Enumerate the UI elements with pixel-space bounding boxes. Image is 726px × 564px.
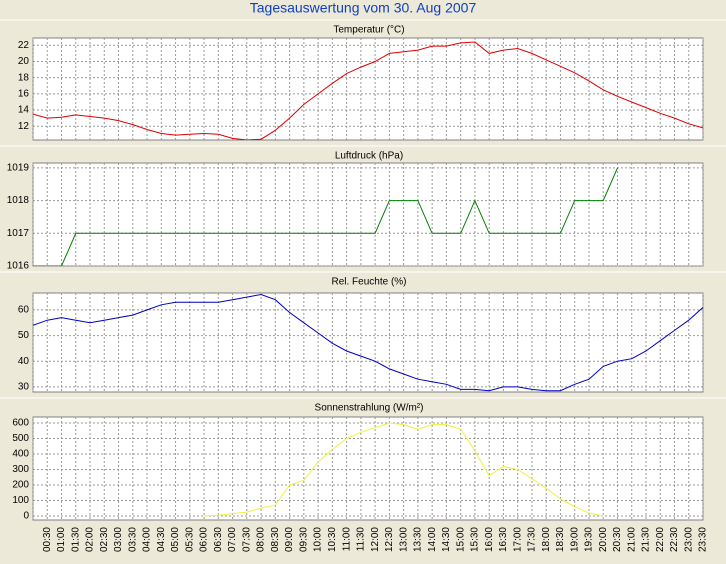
x-tick-label: 22:30 (669, 527, 680, 552)
x-tick-label: 11:30 (356, 527, 367, 552)
y-tick-label: 16 (18, 88, 30, 99)
y-tick-label: 12 (18, 121, 30, 132)
plot-area (32, 292, 704, 393)
x-tick-label: 23:30 (698, 527, 709, 552)
chart-title: Luftdruck (hPa) (335, 151, 403, 162)
y-tick-label: 100 (12, 495, 29, 506)
x-tick-label: 05:30 (184, 527, 195, 552)
x-tick-label: 17:30 (527, 527, 538, 552)
y-tick-label: 600 (12, 418, 29, 429)
x-tick-label: 02:30 (99, 527, 110, 552)
y-tick-label: 30 (18, 382, 30, 393)
x-tick-label: 14:30 (441, 527, 452, 552)
x-tick-label: 04:30 (156, 527, 167, 552)
x-tick-label: 09:30 (298, 527, 309, 552)
x-tick-label: 01:30 (70, 527, 81, 552)
y-tick-label: 500 (12, 433, 29, 444)
x-tick-label: 08:00 (256, 527, 267, 552)
x-tick-label: 16:00 (484, 527, 495, 552)
y-tick-label: 14 (18, 105, 30, 116)
y-tick-label: 0 (23, 511, 29, 522)
page-title: Tagesauswertung vom 30. Aug 2007 (250, 0, 477, 16)
y-tick-label: 1016 (7, 261, 30, 272)
y-tick-label: 60 (18, 305, 30, 316)
x-tick-label: 20:00 (598, 527, 609, 552)
x-tick-label: 17:00 (512, 527, 523, 552)
data-line (33, 167, 618, 266)
y-tick-label: 40 (18, 356, 30, 367)
plot-area (32, 162, 704, 267)
x-tick-label: 05:00 (170, 527, 181, 552)
x-tick-label: 19:30 (584, 527, 595, 552)
data-line (204, 422, 604, 517)
x-tick-label: 02:00 (85, 527, 96, 552)
x-tick-label: 01:00 (56, 527, 67, 552)
x-tick-label: 04:00 (142, 527, 153, 552)
x-tick-label: 13:00 (398, 527, 409, 552)
x-tick-label: 22:00 (655, 527, 666, 552)
plot-area (32, 416, 704, 521)
x-tick-label: 21:00 (626, 527, 637, 552)
y-tick-label: 400 (12, 449, 29, 460)
x-tick-label: 07:00 (227, 527, 238, 552)
data-line (33, 41, 703, 140)
x-tick-label: 20:30 (612, 527, 623, 552)
data-line (33, 293, 703, 392)
x-tick-label: 03:30 (127, 527, 138, 552)
plot-area (32, 37, 704, 141)
x-tick-label: 08:30 (270, 527, 281, 552)
x-tick-label: 18:30 (555, 527, 566, 552)
y-tick-label: 200 (12, 480, 29, 491)
chart-title: Temperatur (°C) (333, 25, 404, 36)
x-tick-label: 15:30 (470, 527, 481, 552)
x-tick-label: 15:00 (455, 527, 466, 552)
x-tick-label: 19:00 (569, 527, 580, 552)
y-tick-label: 1018 (7, 195, 30, 206)
x-tick-label: 18:00 (541, 527, 552, 552)
y-tick-label: 1019 (7, 163, 30, 174)
x-tick-label: 21:30 (641, 527, 652, 552)
x-tick-label: 10:00 (313, 527, 324, 552)
x-tick-label: 03:00 (113, 527, 124, 552)
x-tick-label: 14:00 (427, 527, 438, 552)
chart-title: Sonnenstrahlung (W/m²) (315, 403, 424, 414)
x-tick-label: 12:00 (370, 527, 381, 552)
x-tick-label: 11:00 (341, 527, 352, 552)
y-tick-label: 300 (12, 464, 29, 475)
y-tick-label: 1017 (7, 228, 30, 239)
chart-title: Rel. Feuchte (%) (331, 277, 406, 288)
x-tick-label: 00:30 (42, 527, 53, 552)
y-tick-label: 20 (18, 56, 30, 67)
x-tick-label: 06:30 (213, 527, 224, 552)
y-tick-label: 18 (18, 72, 30, 83)
x-tick-label: 07:30 (241, 527, 252, 552)
x-tick-label: 06:00 (199, 527, 210, 552)
x-tick-label: 10:30 (327, 527, 338, 552)
x-tick-label: 12:30 (384, 527, 395, 552)
x-tick-label: 13:30 (413, 527, 424, 552)
x-tick-label: 16:30 (498, 527, 509, 552)
x-tick-label: 09:00 (284, 527, 295, 552)
y-tick-label: 50 (18, 330, 30, 341)
x-tick-label: 23:00 (683, 527, 694, 552)
y-tick-label: 22 (18, 40, 30, 51)
